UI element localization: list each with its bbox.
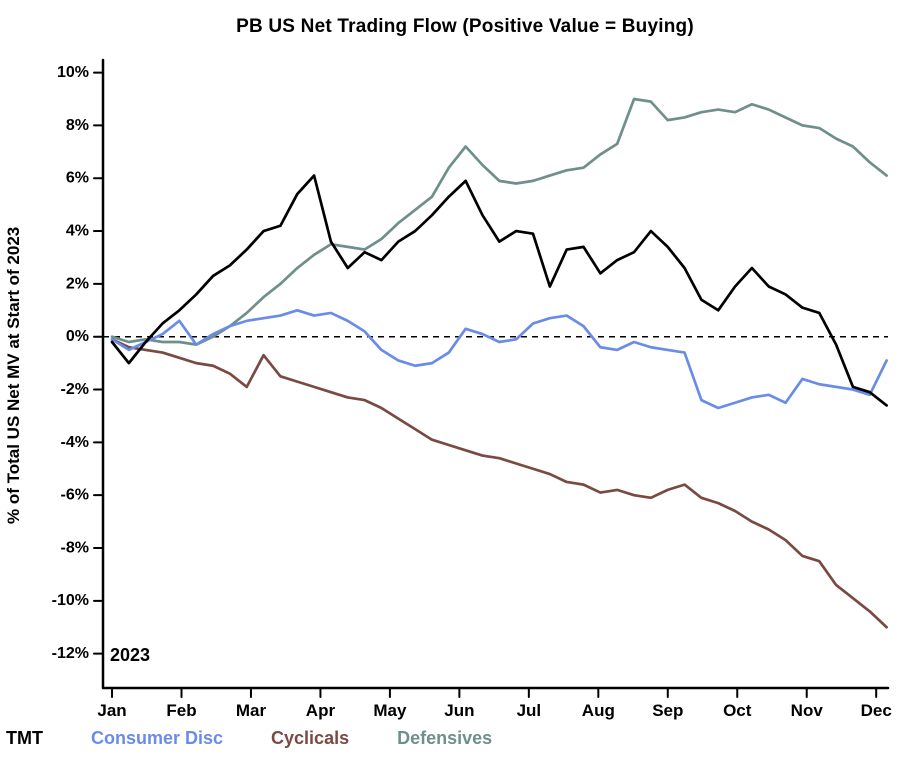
legend-item-defensives: Defensives xyxy=(397,728,493,748)
year-annotation: 2023 xyxy=(110,645,151,665)
y-axis-label: % of Total US Net MV at Start of 2023 xyxy=(4,226,23,524)
legend: TMT Consumer Disc Cyclicals Defensives xyxy=(6,728,492,749)
legend-item-cyclicals: Cyclicals xyxy=(271,728,350,748)
chart-title: PB US Net Trading Flow (Positive Value =… xyxy=(236,16,694,37)
legend-item-consumer-disc: Consumer Disc xyxy=(90,728,224,748)
legend-item-tmt: TMT xyxy=(6,728,43,748)
